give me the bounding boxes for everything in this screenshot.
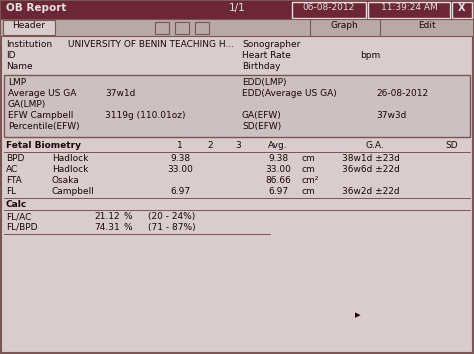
Bar: [4, 75, 470, 137]
Text: AC: AC: [6, 165, 18, 174]
Text: 9.38: 9.38: [268, 154, 288, 163]
Text: Campbell: Campbell: [52, 187, 95, 196]
Text: 26-08-2012: 26-08-2012: [376, 89, 428, 98]
Text: cm: cm: [302, 154, 316, 163]
Bar: [3, 20, 55, 35]
Text: Edit: Edit: [418, 21, 436, 30]
Bar: [1, 19, 473, 36]
Text: UNIVERSITY OF BENIN TEACHING H...: UNIVERSITY OF BENIN TEACHING H...: [68, 40, 234, 49]
Text: ▸: ▸: [355, 310, 361, 320]
Text: LMP: LMP: [8, 78, 26, 87]
Text: Calc: Calc: [6, 200, 27, 209]
Text: 9.38: 9.38: [170, 154, 190, 163]
Text: 37w3d: 37w3d: [376, 111, 406, 120]
Text: cm: cm: [302, 165, 316, 174]
Text: BPD: BPD: [6, 154, 24, 163]
Text: EFW Campbell: EFW Campbell: [8, 111, 73, 120]
Text: 33.00: 33.00: [265, 165, 291, 174]
Text: Institution: Institution: [6, 40, 52, 49]
Text: 38w1d ±23d: 38w1d ±23d: [342, 154, 400, 163]
Text: Hadlock: Hadlock: [52, 154, 88, 163]
Text: GA(LMP): GA(LMP): [8, 100, 46, 109]
Text: Hadlock: Hadlock: [52, 165, 88, 174]
Bar: [368, 2, 450, 18]
Text: Avg.: Avg.: [268, 141, 288, 150]
Text: 36w6d ±22d: 36w6d ±22d: [342, 165, 400, 174]
Text: Birthday: Birthday: [242, 62, 281, 71]
Text: 21.12: 21.12: [94, 212, 120, 221]
Text: Sonographer: Sonographer: [242, 40, 301, 49]
Text: (20 - 24%): (20 - 24%): [148, 212, 195, 221]
Bar: [195, 22, 209, 34]
Text: Percentile(EFW): Percentile(EFW): [8, 122, 80, 131]
Text: cm²: cm²: [302, 176, 319, 185]
Text: 3119g (110.01oz): 3119g (110.01oz): [105, 111, 185, 120]
Text: FL: FL: [6, 187, 16, 196]
Text: 06-08-2012: 06-08-2012: [303, 3, 355, 12]
Text: SD(EFW): SD(EFW): [242, 122, 281, 131]
Text: FL/BPD: FL/BPD: [6, 223, 37, 232]
Text: Name: Name: [6, 62, 33, 71]
Text: 1: 1: [177, 141, 183, 150]
Bar: [452, 2, 472, 18]
Text: OB Report: OB Report: [6, 3, 66, 13]
Text: Osaka: Osaka: [52, 176, 80, 185]
Text: G.A.: G.A.: [365, 141, 384, 150]
Bar: [1, 1, 473, 19]
Text: Header: Header: [12, 21, 46, 30]
Text: 1/1: 1/1: [228, 3, 246, 13]
Text: ID: ID: [6, 51, 16, 60]
Text: bpm: bpm: [360, 51, 380, 60]
Bar: [292, 2, 366, 18]
Text: %: %: [124, 212, 133, 221]
Text: Fetal Biometry: Fetal Biometry: [6, 141, 81, 150]
Text: EDD(Average US GA): EDD(Average US GA): [242, 89, 337, 98]
Text: FTA: FTA: [6, 176, 22, 185]
Text: Graph: Graph: [330, 21, 358, 30]
Text: 37w1d: 37w1d: [105, 89, 136, 98]
Bar: [175, 22, 189, 34]
Text: Average US GA: Average US GA: [8, 89, 76, 98]
Text: 2: 2: [207, 141, 213, 150]
Text: EDD(LMP): EDD(LMP): [242, 78, 286, 87]
Text: 74.31: 74.31: [94, 223, 120, 232]
Text: 11:39:24 AM: 11:39:24 AM: [381, 3, 438, 12]
Bar: [155, 22, 169, 34]
Text: Heart Rate: Heart Rate: [242, 51, 291, 60]
Text: %: %: [124, 223, 133, 232]
Text: cm: cm: [302, 187, 316, 196]
Text: 3: 3: [235, 141, 241, 150]
Text: 6.97: 6.97: [170, 187, 190, 196]
Text: GA(EFW): GA(EFW): [242, 111, 282, 120]
Text: 6.97: 6.97: [268, 187, 288, 196]
Text: SD: SD: [446, 141, 458, 150]
Text: FL/AC: FL/AC: [6, 212, 31, 221]
Text: 36w2d ±22d: 36w2d ±22d: [342, 187, 400, 196]
Text: X: X: [458, 3, 466, 13]
Text: (71 - 87%): (71 - 87%): [148, 223, 196, 232]
Text: 33.00: 33.00: [167, 165, 193, 174]
Text: 86.66: 86.66: [265, 176, 291, 185]
